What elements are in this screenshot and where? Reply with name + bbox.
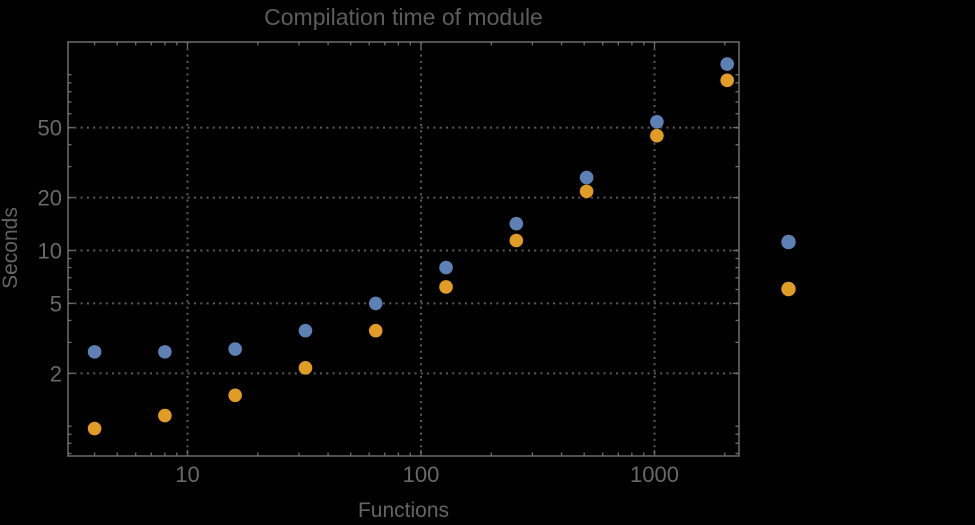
data-point-series_2 [720,73,734,88]
legend-marker-series_1 [781,234,796,250]
data-point-series_2 [298,361,313,375]
y-tick-label: 50 [38,116,62,141]
data-point-series_1 [158,345,172,359]
x-tick-label: 10 [175,462,199,487]
data-point-series_1 [87,345,102,359]
plot-frame [67,41,740,457]
y-tick-label: 5 [50,291,62,316]
data-point-series_2 [650,128,664,143]
data-point-series_2 [579,184,594,199]
legend-marker-series_2 [781,281,796,297]
data-point-series_1 [228,342,242,356]
y-tick-label: 20 [38,186,62,211]
data-point-series_1 [579,170,594,185]
x-tick-label: 100 [403,462,440,487]
chart-title: Compilation time of module [264,4,543,30]
data-point-series_1 [368,296,383,311]
data-point-series_2 [87,421,102,436]
data-point-series_1 [439,260,453,275]
data-point-series_1 [298,323,313,338]
data-point-series_1 [509,216,524,231]
x-tick-label: 1000 [630,462,679,487]
data-point-series_2 [509,233,524,248]
data-point-series_2 [228,388,242,403]
x-axis-label: Functions [357,499,450,522]
y-tick-label: 2 [50,361,62,386]
data-point-series_1 [650,114,664,129]
y-tick-label: 10 [38,239,62,264]
data-point-series_2 [439,280,453,294]
data-point-series_2 [158,408,172,423]
data-point-series_2 [368,323,383,338]
data-point-series_1 [720,57,734,71]
